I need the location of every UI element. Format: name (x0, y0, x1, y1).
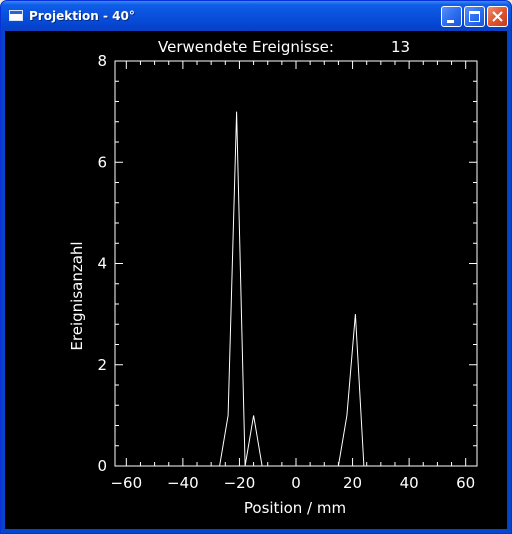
x-tick-label: 20 (343, 474, 362, 492)
y-tick-label: 8 (97, 52, 107, 70)
window-frame-right[interactable] (507, 31, 511, 533)
maximize-button[interactable] (464, 6, 485, 27)
y-tick-label: 0 (97, 457, 107, 475)
maximize-icon (469, 11, 480, 22)
chart-header-value: 13 (391, 38, 410, 56)
plot-area: Verwendete Ereignisse: 13 −60 −40 −20 0 20 40… (5, 31, 507, 531)
x-tick-label: 40 (400, 474, 419, 492)
window-title: Projektion - 40° (29, 9, 135, 23)
y-tick-label: 6 (97, 153, 107, 171)
minimize-button[interactable] (441, 6, 462, 27)
y-tick-label: 2 (97, 356, 107, 374)
axis-ticks (115, 60, 477, 467)
x-tick-label: −60 (110, 474, 142, 492)
minimize-icon (447, 20, 454, 23)
window-frame-left[interactable] (1, 31, 5, 533)
window-frame-bottom[interactable] (1, 529, 511, 533)
close-button[interactable] (487, 6, 508, 27)
x-axis-label: Position / mm (244, 499, 346, 517)
app-window-icon[interactable] (9, 10, 23, 21)
y-axis-label: Ereignisanzahl (68, 241, 86, 350)
plot-frame (114, 60, 478, 467)
close-icon (492, 11, 503, 22)
x-tick-label: 60 (456, 474, 475, 492)
x-tick-label: 0 (291, 474, 301, 492)
axis-tick-labels: −60 −40 −20 0 20 40 60 0 2 4 6 8 (97, 52, 475, 492)
x-tick-label: −40 (167, 474, 199, 492)
x-tick-label: −20 (224, 474, 256, 492)
y-tick-label: 4 (97, 255, 107, 273)
line-chart: Verwendete Ereignisse: 13 −60 −40 −20 0 20 40… (68, 38, 478, 517)
data-series-line (126, 111, 466, 467)
chart-header-label: Verwendete Ereignisse: (158, 38, 334, 56)
title-bar[interactable]: Projektion - 40° (1, 1, 511, 31)
